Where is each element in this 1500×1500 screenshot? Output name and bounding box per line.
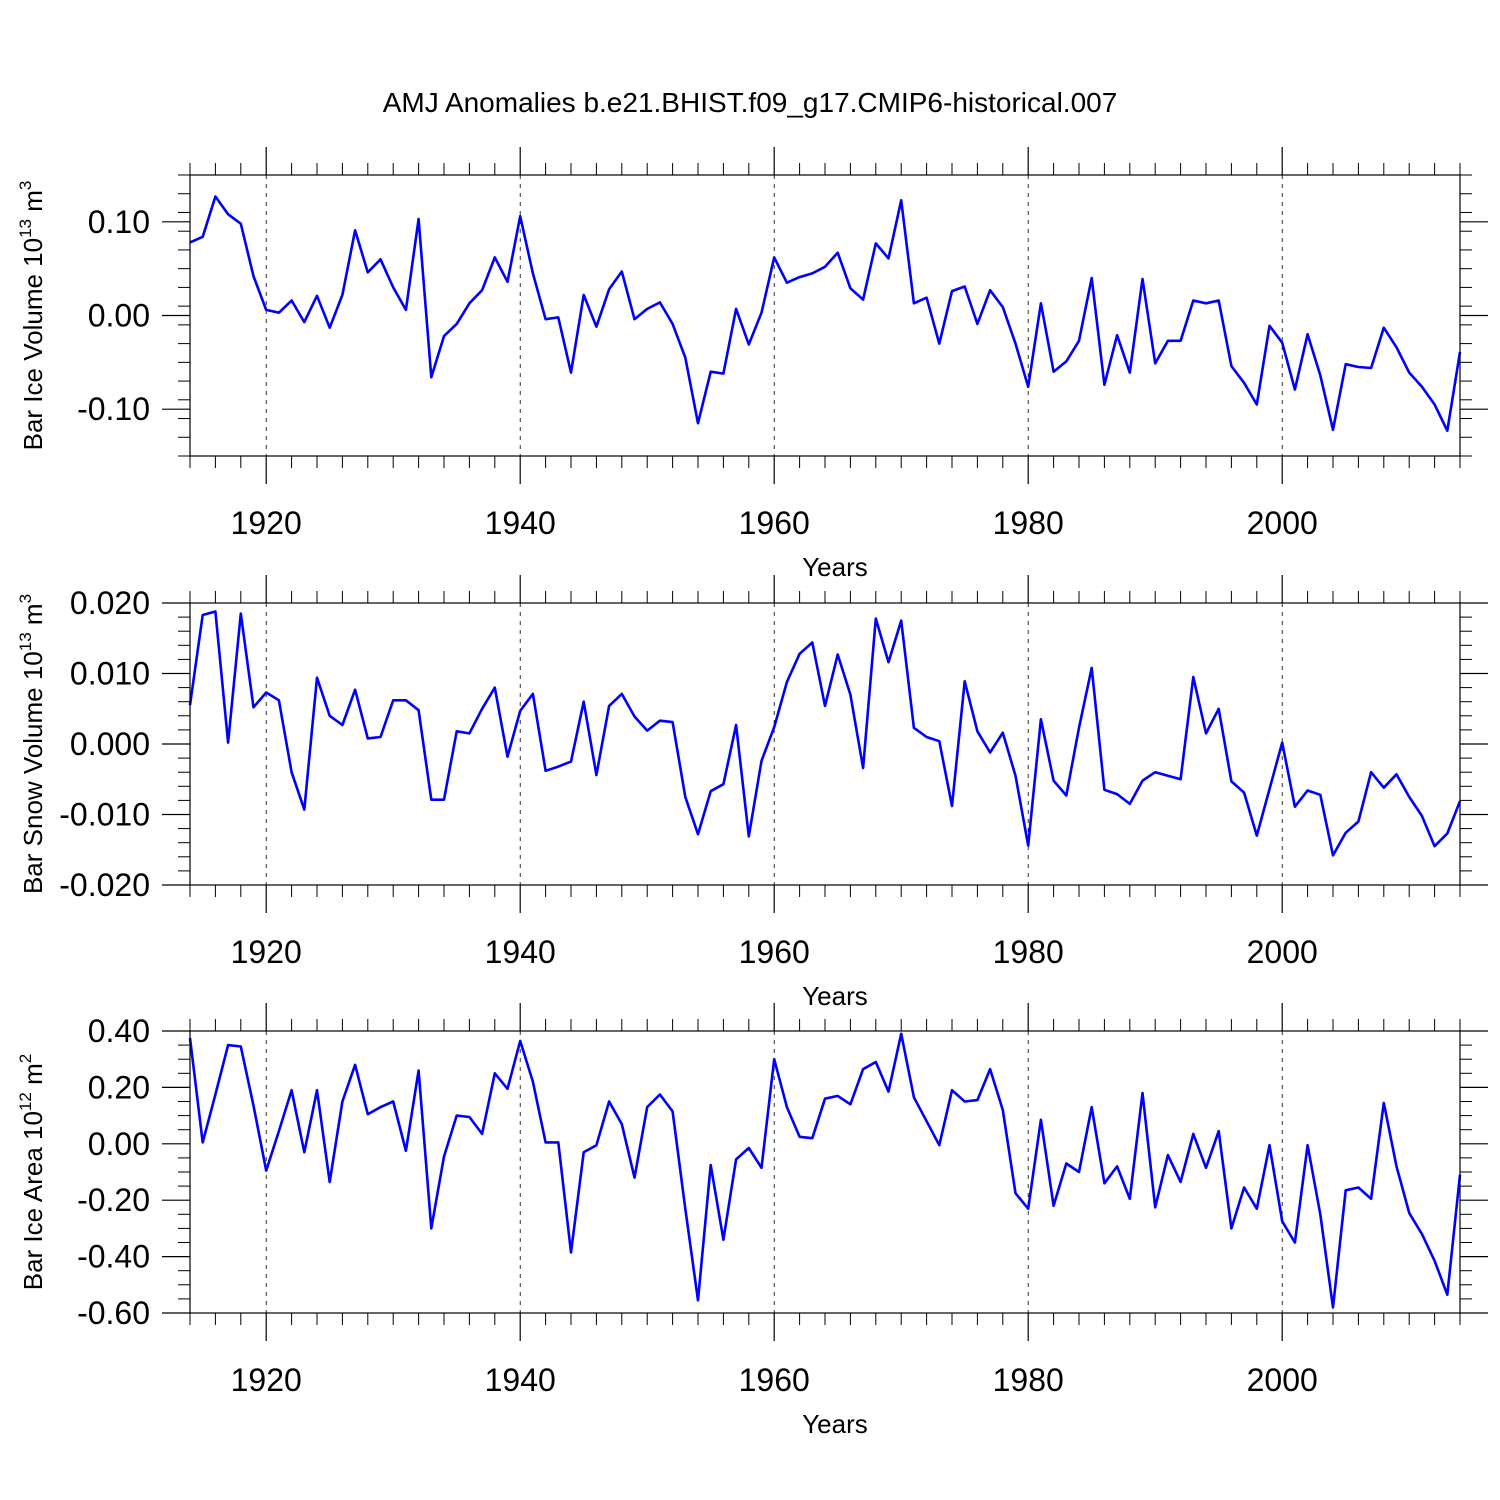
x-tick-label: 1980 xyxy=(993,934,1064,970)
x-tick-label: 1960 xyxy=(739,1362,810,1398)
y-axis-label-superscript: 13 xyxy=(16,632,35,651)
x-tick-label: 1980 xyxy=(993,1362,1064,1398)
y-tick-label: -0.20 xyxy=(77,1182,150,1218)
x-tick-label: 1940 xyxy=(485,934,556,970)
x-tick-label: 2000 xyxy=(1247,934,1318,970)
panel-snow-volume: 1920 1940 1960 1980 2000 0.020 0.010 0.000 -0.01… xyxy=(16,575,1488,1011)
y-tick-label: 0.20 xyxy=(88,1069,150,1105)
y-axis-label-superscript: 2 xyxy=(16,1054,35,1063)
y-tick-label: 0.00 xyxy=(88,1126,150,1162)
x-axis-label: Years xyxy=(802,552,868,582)
y-tick-label: -0.020 xyxy=(59,867,150,903)
y-axis-label-text: m xyxy=(18,603,48,632)
x-tick-label: 2000 xyxy=(1247,1362,1318,1398)
x-tick-label: 1940 xyxy=(485,1362,556,1398)
y-axis-label-superscript: 3 xyxy=(16,594,35,603)
y-tick-label: -0.40 xyxy=(77,1239,150,1275)
panel-ice-area: 1920 1940 1960 1980 2000 0.40 0.20 0.00 -0.20 -0.… xyxy=(16,1003,1488,1439)
y-tick-label: 0.020 xyxy=(70,585,150,621)
y-axis-label-superscript: 3 xyxy=(16,181,35,190)
y-axis-label-text: m xyxy=(18,190,48,219)
x-tick-label: 1920 xyxy=(231,934,302,970)
y-tick-label: 0.00 xyxy=(88,298,150,334)
x-tick-label: 1920 xyxy=(231,505,302,541)
y-tick-label: -0.10 xyxy=(77,391,150,427)
plot-frame xyxy=(189,1030,1461,1314)
x-tick-label: 1960 xyxy=(739,934,810,970)
y-axis-label: Bar Ice Area 1012 m2 xyxy=(16,1054,48,1291)
series-line xyxy=(188,610,1462,857)
y-tick-label: 0.10 xyxy=(88,204,150,240)
panel-ice-volume: 1920 1940 1960 1980 2000 0.10 0.00 -0.10 Years Ba… xyxy=(16,147,1488,582)
x-axis-label: Years xyxy=(802,1409,868,1439)
y-axis-label-text: m xyxy=(18,1063,48,1092)
y-tick-label: 0.010 xyxy=(70,656,150,692)
y-tick-label: -0.010 xyxy=(59,797,150,833)
x-axis-label: Years xyxy=(802,981,868,1011)
x-tick-label: 1920 xyxy=(231,1362,302,1398)
y-axis-label-superscript: 12 xyxy=(16,1092,35,1111)
series-line xyxy=(188,1032,1462,1309)
x-tick-label: 2000 xyxy=(1247,505,1318,541)
y-tick-label: -0.60 xyxy=(77,1295,150,1331)
y-axis-label-text: Bar Ice Area 10 xyxy=(18,1111,48,1290)
x-tick-label: 1960 xyxy=(739,505,810,541)
y-axis-label: Bar Snow Volume 1013 m3 xyxy=(16,594,48,894)
y-axis-label-text: Bar Snow Volume 10 xyxy=(18,651,48,894)
y-tick-label: 0.40 xyxy=(88,1013,150,1049)
y-axis-label: Bar Ice Volume 1013 m3 xyxy=(16,181,48,451)
x-tick-label: 1980 xyxy=(993,505,1064,541)
plot-frame xyxy=(189,174,1461,457)
series-line xyxy=(189,195,1462,433)
y-tick-label: 0.000 xyxy=(70,726,150,762)
plot-frame xyxy=(189,602,1461,886)
x-tick-label: 1940 xyxy=(485,505,556,541)
figure-title: AMJ Anomalies b.e21.BHIST.f09_g17.CMIP6-… xyxy=(383,87,1118,118)
y-axis-label-superscript: 13 xyxy=(16,219,35,238)
y-axis-label-text: Bar Ice Volume 10 xyxy=(18,238,48,450)
